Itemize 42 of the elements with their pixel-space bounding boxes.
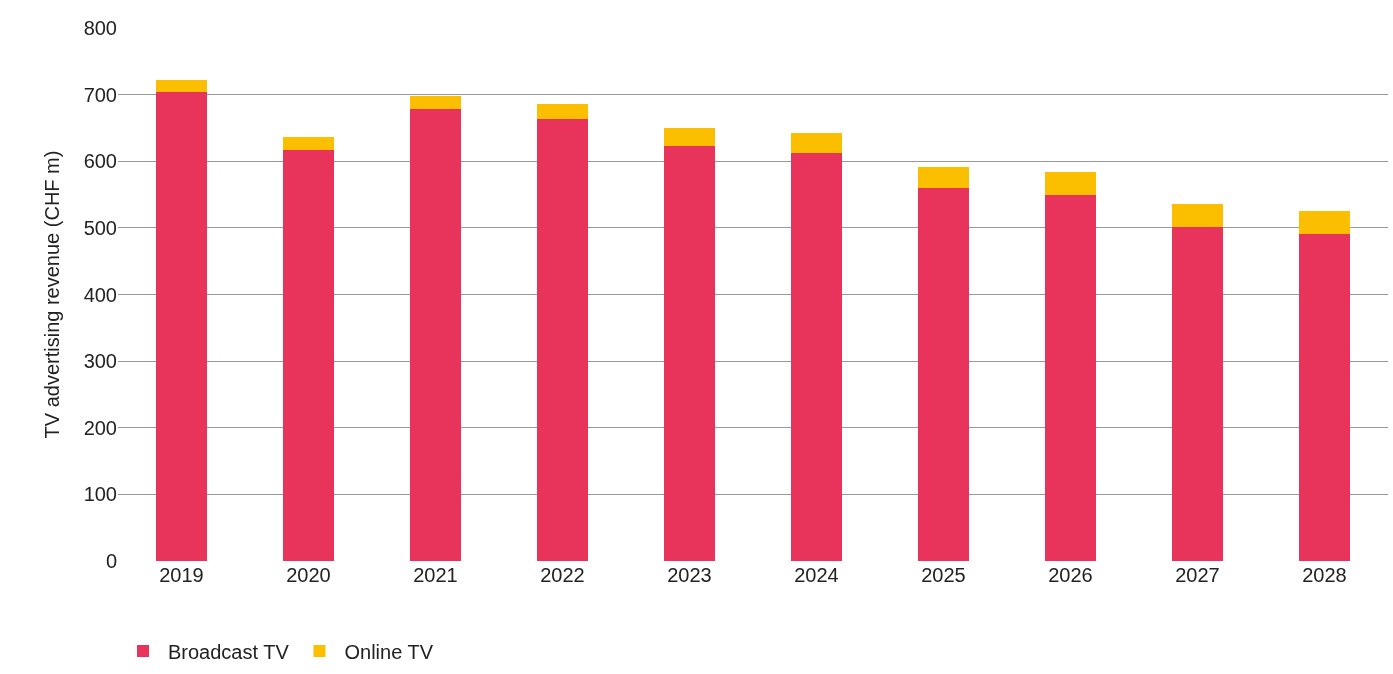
bar [1045, 194, 1096, 561]
y-tick-label: 700 [83, 83, 117, 106]
bar [664, 145, 715, 561]
bar [537, 118, 588, 561]
bar [410, 95, 461, 109]
x-tick-label: 2021 [413, 564, 458, 586]
x-tick-label: 2020 [286, 564, 331, 586]
bar [283, 136, 334, 150]
x-tick-label: 2025 [921, 564, 966, 586]
x-tick-label: 2027 [1175, 564, 1220, 586]
y-tick-label: 400 [83, 283, 117, 306]
y-tick-label: 200 [83, 416, 117, 439]
bar [537, 103, 588, 119]
x-tick-label: 2024 [794, 564, 839, 586]
y-tick-label: 800 [83, 17, 117, 39]
x-tick-label: 2023 [667, 564, 712, 586]
y-tick-label: 600 [83, 150, 117, 173]
x-tick-label: 2019 [159, 564, 204, 586]
x-tick-label: 2022 [540, 564, 585, 586]
bar [918, 166, 969, 188]
y-tick-label: 500 [83, 216, 117, 239]
bar [1172, 203, 1223, 227]
y-tick-label: 0 [105, 550, 117, 572]
y-tick-label: 100 [83, 483, 117, 506]
bar [791, 152, 842, 561]
bar [410, 108, 461, 561]
bar [918, 187, 969, 561]
y-tick-label: 300 [83, 350, 117, 373]
bar [1172, 226, 1223, 561]
legend-label: Broadcast TV [168, 640, 290, 663]
bar [283, 149, 334, 561]
bar [1045, 171, 1096, 195]
bar [791, 132, 842, 153]
x-tick-label: 2026 [1048, 564, 1093, 586]
bar [156, 79, 207, 92]
legend-label: Online TV [344, 640, 434, 663]
y-axis-title: TV advertising revenue (CHF m) [41, 150, 64, 439]
x-tick-label: 2028 [1302, 564, 1347, 586]
bar [664, 127, 715, 146]
bar [1299, 210, 1350, 234]
bar [1299, 233, 1350, 561]
bar [156, 91, 207, 561]
